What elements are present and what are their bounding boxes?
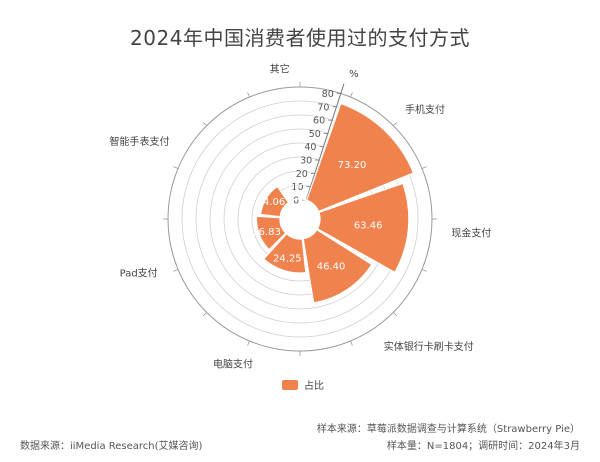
bar-value-label: 0.22	[285, 183, 307, 194]
bar-sector	[259, 185, 290, 218]
rim-tick	[421, 166, 427, 169]
rim-tick	[173, 269, 179, 272]
rim-tick	[247, 340, 250, 346]
bar-sector	[262, 232, 307, 274]
grid-ring	[181, 100, 419, 338]
legend-swatch	[282, 380, 298, 390]
rim-tick	[393, 121, 398, 126]
sample-size-note: 样本量：N=1804；调研时间：2024年3月	[386, 441, 580, 452]
bar-value-label: 46.40	[317, 262, 346, 273]
rim-tick	[173, 166, 179, 169]
category-label: 电脑支付	[213, 358, 253, 371]
rim-tick	[350, 92, 353, 98]
radial-tick-label: 80	[322, 89, 334, 100]
category-label: Pad支付	[120, 266, 158, 279]
category-label: 智能手表支付	[110, 135, 170, 148]
bar-sector	[316, 182, 410, 274]
rim-tick	[350, 340, 353, 346]
bar-sector	[305, 102, 415, 213]
radial-tick-label: 50	[309, 129, 321, 140]
radial-tick-label: 30	[300, 156, 312, 167]
sample-source-note: 样本来源：草莓派数据调查与计算系统（Strawberry Pie）	[316, 424, 580, 435]
bar-sector	[255, 215, 287, 251]
data-source-note: 数据来源：iiMedia Research(艾媒咨询)	[20, 441, 203, 452]
radial-axis-line	[305, 83, 345, 201]
radial-tick-label: 10	[291, 182, 303, 193]
bar-value-label: 73.20	[338, 160, 367, 171]
radial-tick-label: 70	[317, 102, 329, 113]
radial-tick-label: 0	[293, 195, 299, 206]
bar-value-label: 24.25	[273, 253, 302, 264]
radial-tick-label: 20	[296, 169, 308, 180]
category-label: 现金支付	[451, 227, 491, 240]
category-label: 手机支付	[405, 103, 445, 116]
category-label: 实体银行卡刷卡支付	[384, 340, 474, 353]
bar-value-label: 63.46	[354, 221, 383, 232]
radial-tick-label: 60	[313, 116, 325, 127]
bar-value-label: 14.06	[257, 197, 286, 208]
bar-sector	[302, 228, 373, 304]
radial-tick-label: 40	[304, 142, 316, 153]
rim-tick	[393, 312, 398, 317]
bar-value-label: 16.83	[252, 227, 281, 238]
rim-tick	[421, 269, 427, 272]
radial-unit-label: %	[349, 69, 359, 80]
bar-sector	[288, 198, 307, 203]
category-label: 其它	[270, 62, 290, 75]
rim-tick	[202, 121, 207, 126]
chart-title: 2024年中国消费者使用过的支付方式	[130, 26, 470, 50]
rim-tick	[202, 312, 207, 317]
rim-tick	[247, 92, 250, 98]
legend-label: 占比	[304, 379, 324, 392]
